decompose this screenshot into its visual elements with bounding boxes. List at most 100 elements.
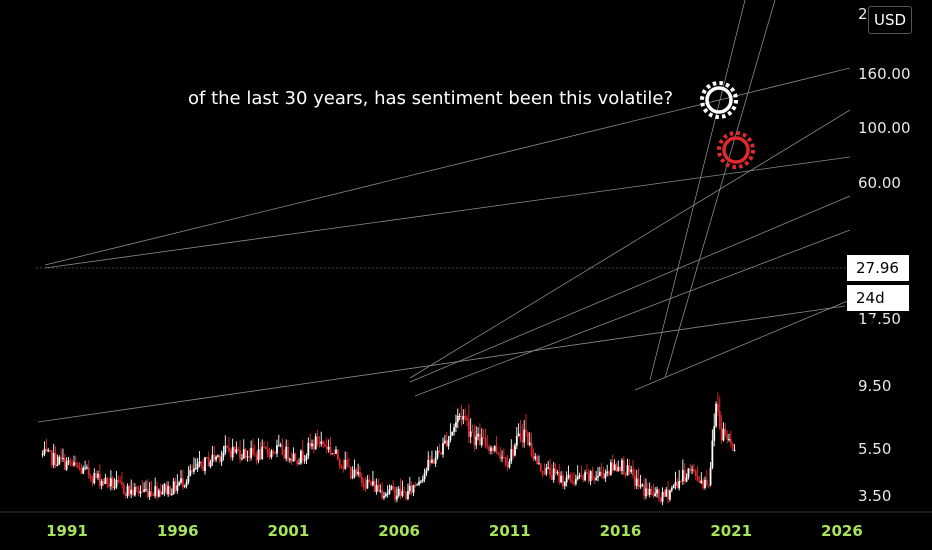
candle-body bbox=[407, 491, 409, 499]
candle-body bbox=[431, 459, 433, 464]
candle-body bbox=[141, 491, 144, 493]
candle-body bbox=[104, 477, 107, 485]
candle-body bbox=[678, 480, 681, 489]
candle-body bbox=[384, 493, 387, 497]
candle-body bbox=[650, 488, 653, 492]
candle-body bbox=[351, 476, 354, 478]
candle-body bbox=[86, 467, 88, 469]
candle-body bbox=[196, 463, 199, 469]
candle-body bbox=[292, 453, 295, 462]
candle-body bbox=[445, 440, 448, 447]
candle-body bbox=[423, 473, 426, 480]
countdown-label: 24d 17h bbox=[847, 285, 909, 333]
candle-body bbox=[119, 480, 122, 483]
candle-body bbox=[578, 475, 581, 477]
candle-body bbox=[693, 469, 695, 471]
candle-body bbox=[78, 467, 81, 469]
candle-body bbox=[715, 403, 717, 427]
candle-body bbox=[180, 478, 182, 483]
trend-lines bbox=[37, 0, 851, 423]
candle-body bbox=[523, 429, 526, 443]
candle-body bbox=[720, 427, 723, 441]
candle-body bbox=[200, 461, 203, 466]
currency-selector[interactable]: USD bbox=[868, 6, 912, 34]
candle-body bbox=[600, 471, 603, 475]
candle-body bbox=[375, 485, 378, 492]
candle-body bbox=[108, 483, 110, 487]
candle-body bbox=[410, 485, 413, 493]
candle-body bbox=[383, 496, 385, 498]
candle-body bbox=[111, 478, 114, 489]
candle-body bbox=[211, 454, 214, 463]
candle-body bbox=[233, 446, 236, 453]
candle-body bbox=[582, 476, 585, 481]
candle-body bbox=[574, 479, 577, 484]
candle-body bbox=[56, 464, 59, 466]
candle-body bbox=[558, 472, 561, 483]
candle-body bbox=[667, 489, 670, 500]
candle-body bbox=[93, 473, 96, 484]
candle-body bbox=[467, 420, 470, 437]
candle-body bbox=[312, 443, 315, 450]
trend-line bbox=[649, 0, 746, 381]
candle-body bbox=[305, 455, 308, 460]
candle-body bbox=[567, 474, 570, 478]
candle-body bbox=[331, 453, 334, 455]
candle-body bbox=[193, 468, 195, 472]
candle-body bbox=[569, 474, 572, 481]
candle-body bbox=[228, 447, 230, 451]
candle-body bbox=[100, 481, 103, 486]
candle-body bbox=[611, 462, 614, 471]
candle-body bbox=[161, 492, 164, 495]
candle-body bbox=[353, 469, 356, 477]
trend-line bbox=[634, 299, 851, 391]
y-tick-label: 3.50 bbox=[858, 487, 891, 505]
candle-body bbox=[460, 415, 463, 420]
candle-body bbox=[604, 473, 607, 479]
candle-body bbox=[645, 488, 647, 497]
candle-body bbox=[724, 429, 727, 434]
candle-body bbox=[630, 469, 633, 472]
candle-body bbox=[687, 468, 690, 478]
candle-body bbox=[242, 449, 245, 459]
candle-body bbox=[670, 488, 673, 491]
candle-body bbox=[597, 475, 599, 478]
candle-body bbox=[643, 484, 646, 497]
candle-body bbox=[277, 445, 280, 447]
candle-body bbox=[562, 475, 564, 487]
candle-body bbox=[198, 461, 201, 464]
candle-body bbox=[432, 459, 435, 464]
candle-body bbox=[95, 473, 98, 478]
candle-body bbox=[691, 469, 693, 471]
candle-body bbox=[395, 495, 398, 500]
candle-body bbox=[477, 433, 479, 437]
candle-body bbox=[499, 454, 502, 459]
candle-body bbox=[711, 440, 714, 468]
candle-body bbox=[466, 417, 468, 421]
candles bbox=[41, 392, 736, 506]
candle-body bbox=[235, 449, 238, 453]
candle-body bbox=[728, 439, 730, 441]
candle-body bbox=[368, 479, 371, 483]
candle-body bbox=[602, 474, 605, 479]
candle-body bbox=[336, 449, 339, 460]
candle-body bbox=[493, 446, 496, 451]
candle-body bbox=[512, 449, 515, 456]
x-axis: 1991 1996 2001 2006 2011 2016 2021 2026 bbox=[46, 522, 863, 540]
candle-body bbox=[397, 488, 400, 496]
candle-body bbox=[257, 449, 260, 461]
candle-body bbox=[526, 432, 529, 445]
candle-body bbox=[263, 446, 265, 448]
candle-body bbox=[464, 416, 467, 418]
candle-body bbox=[528, 442, 531, 445]
candle-body bbox=[488, 446, 491, 452]
candle-body bbox=[316, 436, 319, 444]
candle-body bbox=[176, 485, 179, 491]
candle-body bbox=[449, 435, 452, 440]
candle-body bbox=[532, 455, 535, 460]
candle-body bbox=[534, 456, 537, 460]
y-tick-label: 5.50 bbox=[858, 440, 891, 458]
candle-body bbox=[303, 459, 306, 461]
candle-body bbox=[244, 449, 247, 458]
y-tick-label: 160.00 bbox=[858, 65, 911, 83]
